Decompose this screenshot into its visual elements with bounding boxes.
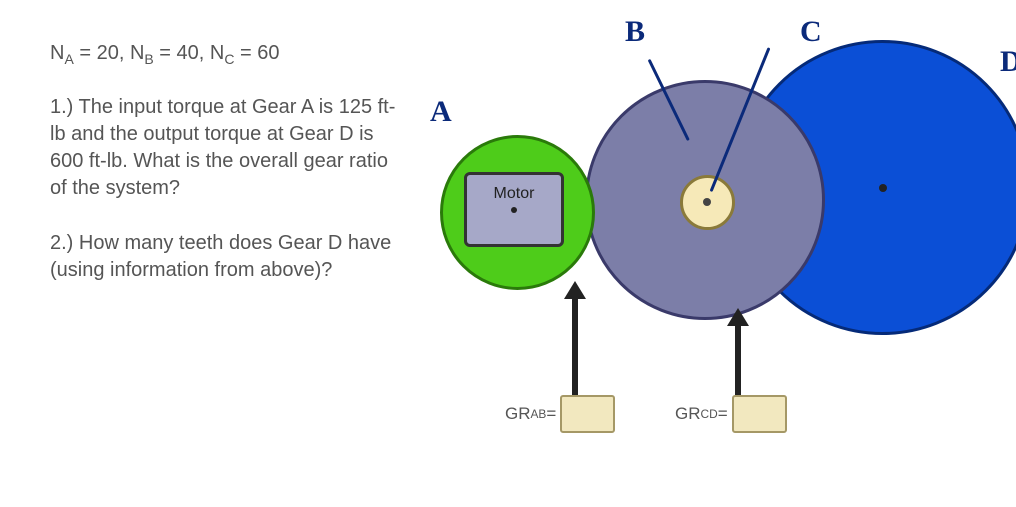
na-label: N <box>50 42 64 64</box>
grab-eq: = <box>546 404 556 424</box>
annotation-c: C <box>800 15 822 49</box>
na-sub: A <box>64 51 73 67</box>
motor-dot <box>511 207 517 213</box>
grab-sub: AB <box>531 407 547 421</box>
nb-label: N <box>130 42 144 64</box>
gear-diagram: Motor GRAB= GRCD= A B C D <box>400 40 986 477</box>
nc-label: N <box>210 42 224 64</box>
answer-grcd: GRCD= <box>675 395 787 433</box>
nb-sub: B <box>144 51 153 67</box>
grab-prefix: GR <box>505 404 531 424</box>
gear-d-center-dot <box>879 184 887 192</box>
nb-val: = 40, <box>154 42 210 64</box>
grcd-eq: = <box>718 404 728 424</box>
nc-val: = 60 <box>234 42 279 64</box>
motor-box: Motor <box>464 172 564 247</box>
arrow-grcd <box>735 322 741 405</box>
grcd-input-blank[interactable] <box>732 395 787 433</box>
page-root: NA = 20, NB = 40, NC = 60 1.) The input … <box>0 0 1016 507</box>
annotation-a: A <box>430 95 452 129</box>
grcd-prefix: GR <box>675 404 701 424</box>
grcd-sub: CD <box>701 407 718 421</box>
question-column: NA = 20, NB = 40, NC = 60 1.) The input … <box>50 40 400 477</box>
na-val: = 20, <box>74 42 130 64</box>
gear-c-center-dot <box>703 198 711 206</box>
grab-input-blank[interactable] <box>560 395 615 433</box>
motor-label: Motor <box>494 185 535 202</box>
given-equation: NA = 20, NB = 40, NC = 60 <box>50 40 400 69</box>
answer-grab: GRAB= <box>505 395 615 433</box>
question-1: 1.) The input torque at Gear A is 125 ft… <box>50 94 400 202</box>
nc-sub: C <box>224 51 234 67</box>
annotation-b: B <box>625 15 645 49</box>
arrow-grab <box>572 295 578 405</box>
question-2: 2.) How many teeth does Gear D have (usi… <box>50 230 400 284</box>
annotation-d: D <box>1000 45 1016 79</box>
